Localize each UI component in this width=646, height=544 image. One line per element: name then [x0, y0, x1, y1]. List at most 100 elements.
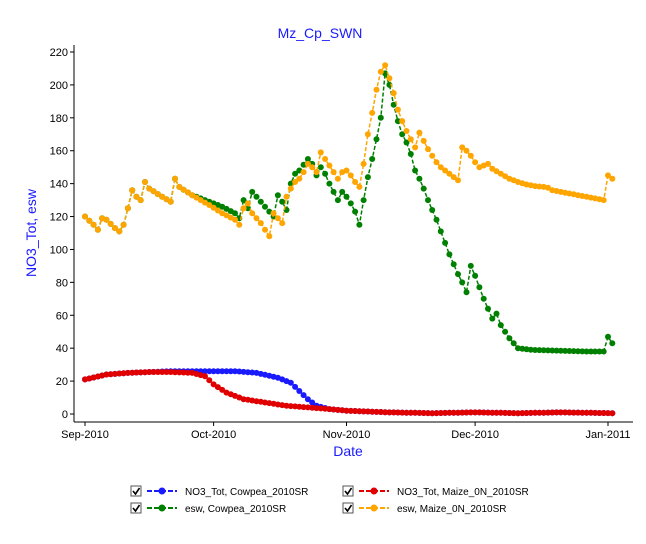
- data-point: [150, 369, 157, 375]
- data-point: [154, 369, 161, 375]
- data-point: [214, 384, 221, 391]
- data-point: [579, 409, 586, 416]
- data-point: [502, 409, 509, 416]
- series-line: [84, 371, 613, 414]
- data-point: [232, 210, 238, 217]
- data-point: [352, 208, 359, 215]
- data-point: [129, 187, 136, 194]
- data-point: [540, 409, 547, 416]
- data-point: [300, 169, 307, 176]
- data-point: [339, 188, 346, 195]
- data-point: [326, 162, 333, 169]
- data-point: [450, 174, 457, 181]
- x-tick-label: Nov-2010: [323, 429, 371, 441]
- data-point: [373, 408, 380, 415]
- data-point: [112, 370, 118, 377]
- data-point: [442, 167, 449, 174]
- y-tick-label: 140: [50, 179, 68, 191]
- data-point: [433, 216, 440, 223]
- data-point: [425, 197, 431, 204]
- data-point: [485, 160, 491, 167]
- data-point: [369, 109, 376, 116]
- data-point: [506, 410, 513, 416]
- data-point: [176, 183, 183, 190]
- data-point: [433, 410, 440, 417]
- legend-item-3: esw, Maize_0N_2010SR: [342, 502, 507, 515]
- data-point: [330, 169, 337, 176]
- data-point: [459, 144, 466, 151]
- y-tick-label: 120: [50, 212, 68, 224]
- data-point: [249, 210, 256, 217]
- data-point: [549, 347, 556, 354]
- data-point: [206, 377, 213, 384]
- data-point: [304, 160, 311, 167]
- data-point: [442, 409, 449, 416]
- legend-checkbox[interactable]: [130, 485, 142, 497]
- data-point: [274, 192, 281, 199]
- data-point: [570, 409, 577, 416]
- data-point: [142, 179, 148, 185]
- data-point: [352, 408, 359, 414]
- data-point: [377, 114, 384, 121]
- data-point: [527, 346, 534, 353]
- data-point: [176, 369, 183, 376]
- data-point: [429, 152, 436, 159]
- data-point: [536, 409, 543, 416]
- y-tick-label: 80: [56, 277, 68, 289]
- legend-checkbox[interactable]: [130, 502, 142, 514]
- data-point: [304, 404, 311, 411]
- data-point: [103, 371, 110, 378]
- data-point: [605, 410, 611, 417]
- data-point: [180, 369, 187, 376]
- data-point: [416, 409, 423, 416]
- data-point: [296, 388, 303, 394]
- data-point: [240, 197, 247, 204]
- data-point: [240, 368, 247, 375]
- data-point: [450, 261, 457, 268]
- data-point: [399, 409, 406, 416]
- data-point: [497, 409, 504, 416]
- data-point: [429, 410, 436, 417]
- data-point: [373, 136, 380, 143]
- data-point: [463, 409, 470, 416]
- data-point: [317, 405, 324, 412]
- data-point: [309, 164, 316, 171]
- data-point: [450, 409, 457, 416]
- data-point: [339, 407, 346, 414]
- data-point: [167, 198, 174, 205]
- legend-item-1: esw, Cowpea_2010SR: [130, 502, 286, 515]
- data-point: [116, 228, 123, 235]
- data-point: [536, 347, 543, 354]
- data-point: [545, 347, 551, 354]
- data-point: [583, 409, 590, 416]
- data-point: [523, 410, 530, 416]
- data-point: [206, 368, 213, 375]
- data-point: [390, 101, 397, 108]
- data-point: [184, 189, 191, 196]
- data-point: [223, 368, 230, 375]
- data-point: [360, 197, 367, 204]
- data-point: [557, 409, 564, 416]
- data-point: [146, 185, 153, 192]
- series-3: [82, 62, 616, 240]
- data-point: [262, 226, 268, 233]
- data-point: [120, 370, 127, 377]
- data-point: [283, 402, 290, 409]
- data-point: [519, 410, 526, 417]
- data-point: [600, 348, 607, 355]
- data-point: [485, 409, 491, 416]
- data-point: [249, 188, 256, 195]
- legend-checkbox[interactable]: [342, 502, 354, 514]
- data-point: [232, 368, 238, 375]
- data-point: [420, 410, 427, 416]
- legend-label: NO3_Tot, Maize_0N_2010SR: [397, 487, 529, 498]
- data-point: [407, 151, 414, 157]
- x-tick-label: Oct-2010: [191, 429, 236, 441]
- data-point: [540, 347, 547, 354]
- data-point: [309, 399, 316, 406]
- data-point: [202, 368, 208, 375]
- legend-checkbox[interactable]: [342, 485, 354, 497]
- data-point: [596, 410, 603, 416]
- data-point: [420, 137, 427, 144]
